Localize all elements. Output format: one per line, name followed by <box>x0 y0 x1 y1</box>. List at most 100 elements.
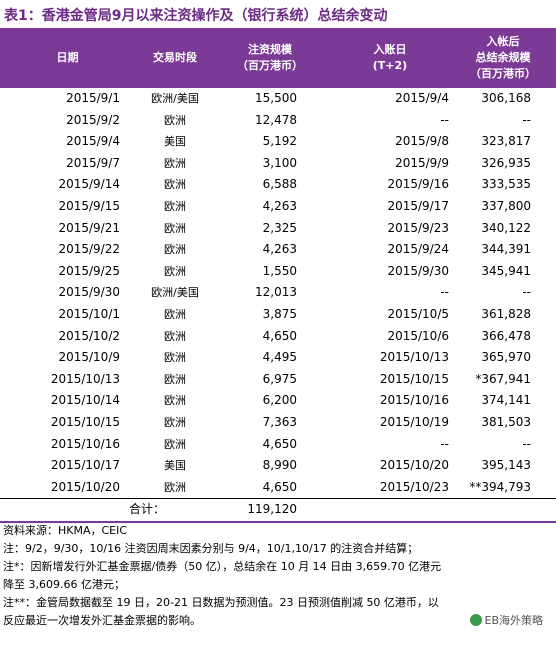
cell-total: 345,941 <box>481 263 531 278</box>
cell-period: 美国 <box>164 135 186 149</box>
cell-entry: 2015/9/24 <box>387 242 449 257</box>
table-row: 2015/10/17 美国 8,990 2015/10/20 395,143 <box>0 455 556 477</box>
cell-total: 344,391 <box>481 242 531 257</box>
cell-total: -- <box>522 285 531 300</box>
table-row: 2015/9/22 欧洲 4,263 2015/9/24 344,391 <box>0 239 556 261</box>
header-entry-line1: 入账日 <box>373 43 407 56</box>
table-title: 表1：香港金管局9月以来注资操作及（银行系统）总结余变动 <box>4 8 388 24</box>
cell-period: 欧洲 <box>164 437 186 451</box>
cell-period: 欧洲 <box>164 156 186 170</box>
header-date: 日期 <box>0 28 135 88</box>
cell-entry: 2015/10/15 <box>379 371 449 386</box>
cell-entry: 2015/10/5 <box>387 306 449 321</box>
note-3: 注**：金管局数据截至 19 日，20-21 日数据为预测值。23 日预测值削减… <box>3 596 439 609</box>
cell-amount: 3,875 <box>262 306 297 321</box>
cell-total: *367,941 <box>475 371 531 386</box>
cell-period: 欧洲 <box>164 243 186 257</box>
cell-entry: 2015/10/19 <box>379 414 449 429</box>
table-row: 2015/10/15 欧洲 7,363 2015/10/19 381,503 <box>0 412 556 434</box>
cell-total: 326,935 <box>481 155 531 170</box>
header-total-line1: 入帐后 <box>486 35 520 48</box>
cell-period: 欧洲 <box>164 221 186 235</box>
cell-entry: 2015/10/16 <box>379 393 449 408</box>
table-row: 2015/10/9 欧洲 4,495 2015/10/13 365,970 <box>0 347 556 369</box>
table-row: 2015/9/25 欧洲 1,550 2015/9/30 345,941 <box>0 261 556 283</box>
header-amount: 注资规模 （百万港币） <box>215 28 325 88</box>
cell-entry: 2015/9/8 <box>395 134 449 149</box>
cell-amount: 6,975 <box>262 371 297 386</box>
cell-amount: 7,363 <box>262 414 297 429</box>
cell-entry: 2015/9/17 <box>387 198 449 213</box>
table-header: 日期 交易时段 注资规模 （百万港币） 入账日 (T+2) 入帐后 总结余规模 … <box>0 28 556 88</box>
cell-date: 2015/10/16 <box>50 436 120 451</box>
cell-total: 395,143 <box>481 458 531 473</box>
table-row: 2015/9/30 欧洲/美国 12,013 -- -- <box>0 282 556 304</box>
cell-entry: 2015/10/20 <box>379 458 449 473</box>
cell-date: 2015/9/7 <box>66 155 120 170</box>
cell-period: 欧洲 <box>164 264 186 278</box>
cell-total: 365,970 <box>481 350 531 365</box>
total-label: 合计： <box>128 502 165 517</box>
cell-date: 2015/9/21 <box>58 220 120 235</box>
cell-date: 2015/10/1 <box>58 306 120 321</box>
watermark-text: EB海外策略 <box>484 614 544 627</box>
table-row: 2015/9/15 欧洲 4,263 2015/9/17 337,800 <box>0 196 556 218</box>
cell-date: 2015/9/15 <box>58 198 120 213</box>
total-amount: 119,120 <box>247 502 297 517</box>
cell-date: 2015/10/2 <box>58 328 120 343</box>
cell-amount: 4,495 <box>262 350 297 365</box>
cell-entry: -- <box>440 112 449 127</box>
cell-entry: 2015/10/13 <box>379 350 449 365</box>
total-row: 合计： 119,120 <box>0 498 556 523</box>
cell-entry: 2015/9/16 <box>387 177 449 192</box>
cell-date: 2015/10/17 <box>50 458 120 473</box>
cell-entry: 2015/10/23 <box>379 479 449 494</box>
header-total-line3: （百万港币） <box>470 67 536 80</box>
cell-period: 欧洲 <box>164 199 186 213</box>
cell-period: 欧洲 <box>164 351 186 365</box>
table-row: 2015/10/1 欧洲 3,875 2015/10/5 361,828 <box>0 304 556 326</box>
wechat-icon <box>469 614 482 626</box>
note-2: 注*：因新增发行外汇基金票据/债券（50 亿），总结余在 10 月 14 日由 … <box>3 560 442 573</box>
cell-period: 欧洲 <box>164 113 186 127</box>
cell-total: 340,122 <box>481 220 531 235</box>
cell-total: 306,168 <box>481 91 531 105</box>
cell-entry: -- <box>440 436 449 451</box>
note-2-cont: 降至 3,609.66 亿港元； <box>3 578 125 591</box>
cell-amount: 12,478 <box>255 112 297 127</box>
header-amount-line1: 注资规模 <box>248 43 292 56</box>
note-1: 注：9/2，9/30，10/16 注资因周末因素分别与 9/4，10/1,10/… <box>3 542 419 555</box>
cell-total: -- <box>522 112 531 127</box>
cell-entry: 2015/10/6 <box>387 328 449 343</box>
cell-date: 2015/9/25 <box>58 263 120 278</box>
table-body: 2015/9/1 欧洲/美国 15,500 2015/9/4 306,168 2015/9… <box>0 88 556 523</box>
header-period: 交易时段 <box>135 28 215 88</box>
header-date-label: 日期 <box>56 51 79 64</box>
cell-total: -- <box>522 436 531 451</box>
cell-date: 2015/9/1 <box>66 91 120 105</box>
cell-amount: 6,200 <box>262 393 297 408</box>
cell-period: 欧洲 <box>164 415 186 429</box>
table-row: 2015/9/4 美国 5,192 2015/9/8 323,817 <box>0 131 556 153</box>
cell-amount: 4,650 <box>262 436 297 451</box>
cell-entry: 2015/9/4 <box>395 91 449 105</box>
header-entry-line2: (T+2) <box>372 59 408 72</box>
cell-amount: 4,650 <box>262 328 297 343</box>
header-total-line2: 总结余规模 <box>475 51 531 64</box>
cell-period: 欧洲 <box>164 372 186 386</box>
table-row: 2015/9/21 欧洲 2,325 2015/9/23 340,122 <box>0 218 556 240</box>
cell-period: 欧洲 <box>164 307 186 321</box>
cell-period: 欧洲/美国 <box>151 92 199 105</box>
cell-total: 361,828 <box>481 306 531 321</box>
cell-amount: 6,588 <box>262 177 297 192</box>
note-3-cont: 反应最近一次增发外汇基金票据的影响。 <box>3 614 201 627</box>
cell-date: 2015/9/14 <box>58 177 120 192</box>
cell-date: 2015/9/4 <box>66 134 120 149</box>
notes: 资料来源：HKMA，CEIC 注：9/2，9/30，10/16 注资因周末因素分… <box>3 522 555 630</box>
cell-amount: 4,263 <box>262 198 297 213</box>
cell-total: 337,800 <box>481 198 531 213</box>
table-row: 2015/9/14 欧洲 6,588 2015/9/16 333,535 <box>0 174 556 196</box>
table-row: 2015/10/20 欧洲 4,650 2015/10/23 **394,793 <box>0 477 556 499</box>
cell-total: 374,141 <box>481 393 531 408</box>
cell-amount: 3,100 <box>262 155 297 170</box>
